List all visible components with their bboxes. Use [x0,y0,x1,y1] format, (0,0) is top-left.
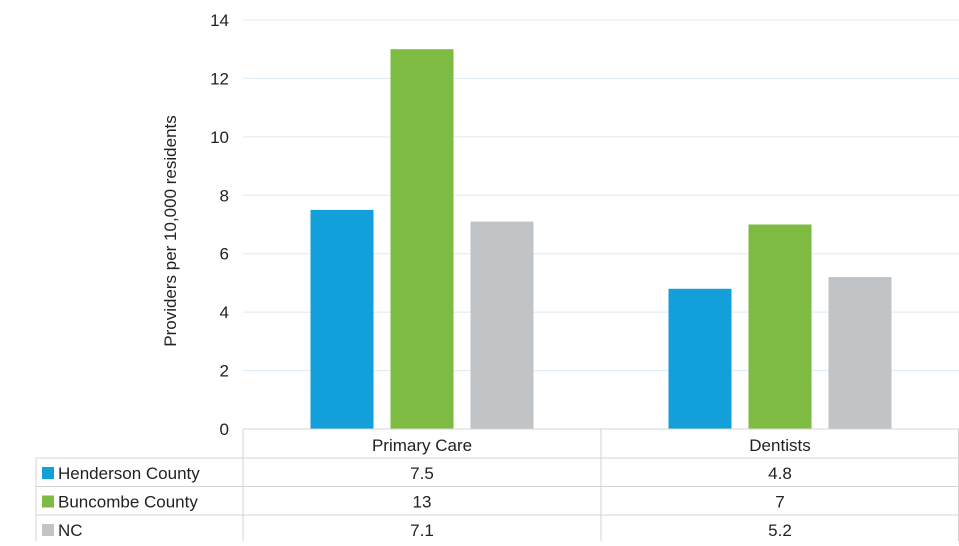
y-tick-label: 14 [210,11,229,30]
data-label-nc-primary-care: 7.1 [410,521,434,540]
data-label-buncombe-county-dentists: 7 [775,493,784,512]
category-label-primary-care: Primary Care [372,436,472,455]
data-label-henderson-county-dentists: 4.8 [768,464,792,483]
y-tick-label: 8 [220,186,229,205]
y-axis-label: Providers per 10,000 residents [161,115,180,347]
y-tick-label: 2 [220,362,229,381]
y-tick-label: 10 [210,128,229,147]
legend-key-buncombe-county [42,495,54,508]
y-tick-label: 12 [210,69,229,88]
y-tick-label: 4 [220,303,229,322]
series-name-henderson-county: Henderson County [58,464,200,483]
data-table: Primary Care Dentists Henderson County 7.5 4… [35,428,959,544]
series-name-nc: NC [58,521,83,540]
legend-key-henderson-county [42,467,54,479]
bar-buncombe-county-dentists [748,224,812,429]
data-label-buncombe-county-primary-care: 13 [413,493,432,512]
bar-nc-primary-care [470,221,534,429]
data-label-nc-dentists: 5.2 [768,521,792,540]
data-label-henderson-county-primary-care: 7.5 [410,464,434,483]
category-label-dentists: Dentists [749,436,810,455]
bar-henderson-county-dentists [668,288,732,429]
y-tick-label: 0 [220,420,229,439]
y-axis-ticks: 0 2 4 6 8 10 12 14 [210,11,229,439]
bar-nc-dentists [828,277,892,429]
bars [310,49,892,429]
y-tick-label: 6 [220,245,229,264]
series-name-buncombe-county: Buncombe County [58,493,198,512]
bar-buncombe-county-primary-care [390,49,454,429]
legend-key-nc [42,524,54,536]
bar-henderson-county-primary-care [310,209,374,429]
